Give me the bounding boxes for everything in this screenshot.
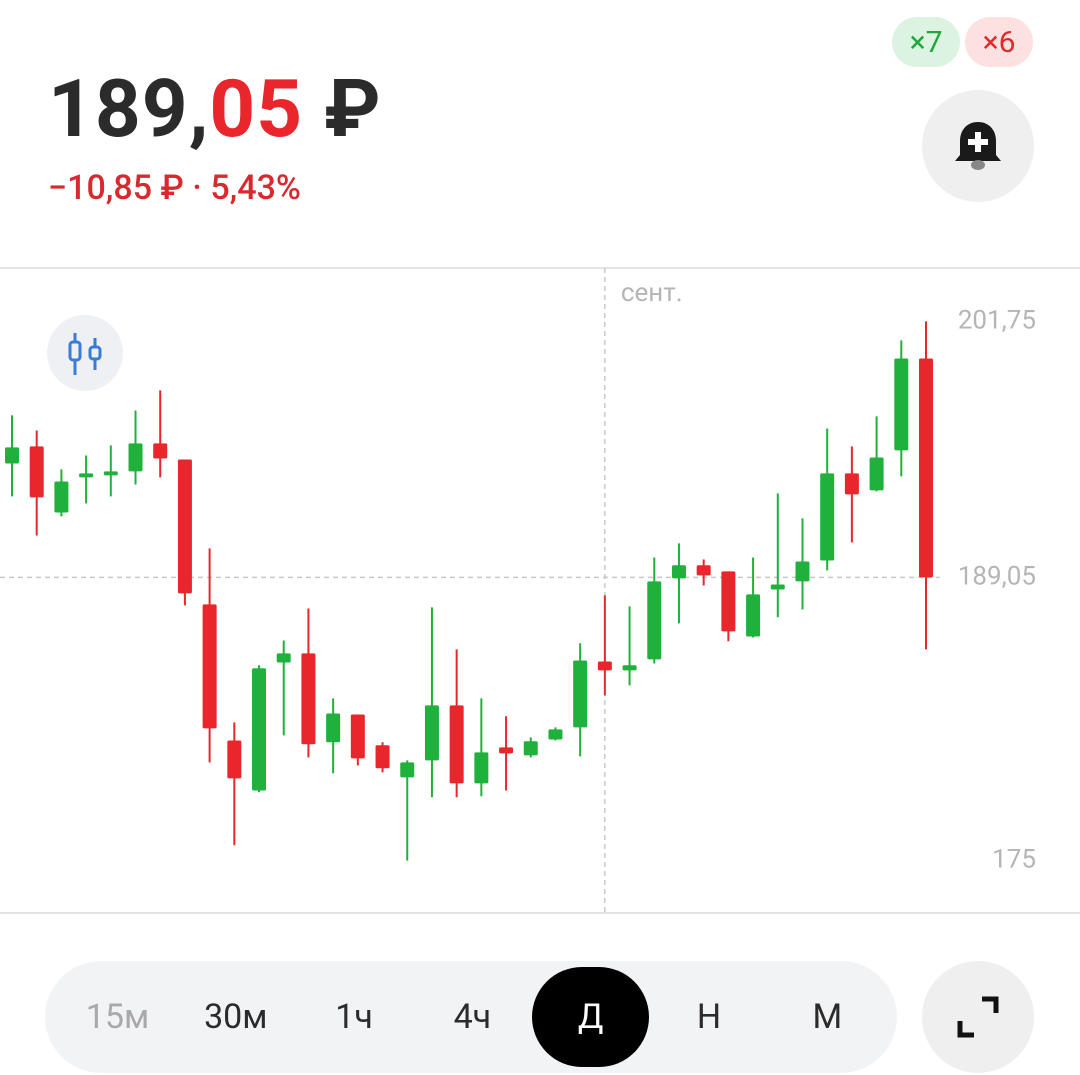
candle-body — [301, 653, 316, 745]
candle-body — [103, 471, 118, 476]
badge-down: ×6 — [965, 17, 1033, 67]
candle-body — [153, 443, 168, 459]
x-tick-label: сент. — [621, 278, 683, 308]
expand-icon — [957, 996, 999, 1038]
candle-body — [721, 571, 736, 632]
candle-body — [597, 661, 612, 671]
candle-body — [647, 581, 662, 660]
candle-body — [202, 604, 217, 729]
candle-body — [746, 594, 761, 637]
candle-body — [474, 752, 489, 784]
price-fraction: 05 — [209, 62, 304, 156]
fullscreen-button[interactable] — [922, 961, 1034, 1073]
candle-body — [276, 653, 291, 663]
timeframe-option[interactable]: 4ч — [453, 997, 492, 1037]
candle-body — [869, 457, 884, 491]
candle-body — [252, 668, 267, 791]
candle-body — [622, 665, 637, 671]
price: 189,05 ₽ — [48, 62, 382, 156]
candle-body — [350, 714, 365, 759]
candle-body — [894, 358, 909, 451]
candle-body — [795, 561, 810, 582]
candle-body — [29, 446, 44, 498]
candle-body — [449, 705, 464, 784]
y-tick-label: 201,75 — [958, 305, 1036, 335]
y-tick-label: 189,05 — [958, 561, 1036, 591]
candle-body — [499, 747, 514, 754]
timeframe-bar: 15м 30м 1ч 4ч Д Н М — [45, 961, 897, 1073]
price-change: −10,85 ₽ · 5,43% — [48, 168, 301, 208]
price-integer: 189, — [48, 62, 210, 156]
candle-body — [573, 660, 588, 728]
candle-body — [54, 481, 69, 513]
candle-body — [375, 745, 390, 769]
timeframe-option[interactable]: 15м — [85, 997, 150, 1037]
bell-icon — [955, 122, 1001, 170]
candle-body — [424, 705, 439, 761]
candle-body — [227, 740, 242, 779]
timeframe-option[interactable]: 1ч — [335, 997, 373, 1037]
candle-body — [844, 473, 859, 495]
candle-body — [5, 447, 19, 464]
candle-body — [696, 565, 711, 576]
timeframe-option[interactable]: Д — [532, 967, 650, 1067]
candle-body — [400, 762, 415, 778]
candle-body — [177, 459, 192, 594]
candle-body — [128, 443, 143, 472]
price-currency: ₽ — [324, 62, 382, 156]
y-tick-label: 175 — [992, 844, 1036, 874]
candle-body — [523, 741, 538, 756]
alert-button[interactable] — [922, 90, 1034, 202]
chart-type-button[interactable] — [47, 315, 123, 391]
candle-body — [770, 584, 785, 590]
candle-body — [326, 713, 341, 743]
candle-body — [820, 473, 835, 561]
timeframe-option[interactable]: М — [812, 997, 843, 1037]
candle-body — [671, 565, 686, 579]
candle-body — [79, 473, 94, 478]
candle-body — [919, 358, 933, 578]
badge-up: ×7 — [892, 17, 960, 67]
candle-body — [548, 729, 563, 740]
timeframe-option[interactable]: Н — [696, 997, 722, 1037]
chart: сент. 201,75 189,05 175 — [0, 267, 1080, 914]
timeframe-option[interactable]: 30м — [204, 997, 268, 1037]
